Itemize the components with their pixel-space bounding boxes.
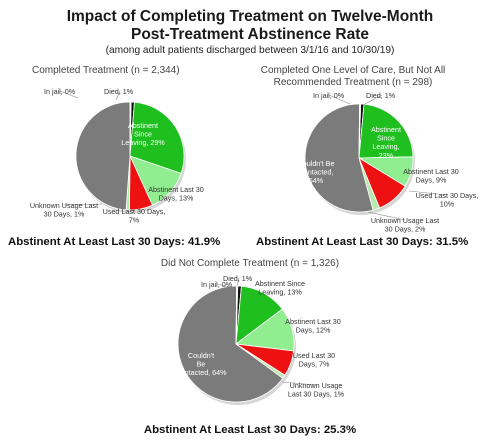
- summary-not-completed: Abstinent At Least Last 30 Days: 25.3%: [143, 424, 357, 436]
- leader-line-died: [115, 90, 121, 101]
- pie-chart-one-level: Died, 1% Abstinent Since Leaving, 23%Abstine…: [298, 91, 479, 234]
- data-label-used-last-30: Used Last 30 Days, 7%: [293, 351, 335, 369]
- pie-slice-in-jail: [129, 101, 132, 157]
- data-label-abstinent-since-leaving: Abstinent Since Leaving, 13%: [255, 279, 305, 297]
- data-label-in-jail: In jail, 0%: [44, 87, 76, 96]
- data-label-unknown-usage: Unknown Usage Last 30 Days, 2%: [371, 216, 439, 234]
- pie-slice-abstinent-since-leaving: [129, 101, 185, 174]
- data-label-could-not-be-contacted: Couldn't Be Contacted, 64%: [175, 351, 227, 377]
- leader-line-died: [236, 277, 240, 287]
- data-label-used-last-30: Used Last 30 Days, 7%: [103, 207, 166, 225]
- pie-title-one-level: Completed One Level of Care, But Not All…: [260, 65, 446, 88]
- data-label-used-last-30: Used Last 30 Days, 10%: [416, 191, 479, 209]
- data-label-abstinent-last-30: Abstinent Last 30 Days, 9%: [403, 167, 459, 185]
- data-label-abstinent-last-30: Abstinent Last 30 Days, 13%: [148, 185, 204, 203]
- leader-line-used-last-30: [408, 190, 448, 196]
- data-label-abstinent-since-leaving: Abstinent Since Leaving, 23%: [371, 125, 401, 160]
- pie-slice-in-jail: [358, 103, 362, 159]
- data-label-abstinent-last-30: Abstinent Last 30 Days, 12%: [285, 317, 341, 335]
- pie-slice-could-not-be-contacted: [75, 101, 131, 211]
- chart-subtitle: (among adult patients discharged between…: [105, 45, 395, 56]
- data-label-in-jail: In jail, 0%: [313, 91, 345, 100]
- leader-line-unknown-usage: [367, 211, 406, 221]
- summary-completed: Abstinent At Least Last 30 Days: 41.9%: [8, 236, 221, 248]
- pie-chart-completed: Died, 1% Abstinent Since Leaving, 29% Abstin…: [20, 87, 204, 225]
- pie-title-completed: Completed Treatment (n = 2,344): [32, 65, 180, 76]
- data-label-could-not-be-contacted: Couldn't Be Contacted, 49%: [20, 147, 57, 173]
- data-label-could-not-be-contacted: Couldn't Be Contacted, 54%: [298, 159, 335, 185]
- leader-line-in-jail: [216, 283, 235, 289]
- data-label-died: Died, 1%: [366, 91, 396, 100]
- pie-slice-could-not-be-contacted: [304, 103, 374, 213]
- leader-line-unknown-usage: [63, 203, 103, 206]
- data-label-abstinent-since-leaving: Abstinent Since Leaving, 29%: [121, 121, 165, 147]
- pie-title-not-completed: Did Not Complete Treatment (n = 1,326): [160, 258, 340, 269]
- leader-line-in-jail: [328, 94, 351, 105]
- leader-line-died: [362, 94, 383, 106]
- data-label-unknown-usage: Unknown Usage Last 30 Days, 1%: [288, 381, 345, 399]
- pie-slice-abstinent-since-leaving: [358, 103, 414, 159]
- pie-slice-could-not-be-contacted: [177, 285, 284, 403]
- data-label-in-jail: In jail, 0%: [201, 280, 233, 289]
- summary-one-level: Abstinent At Least Last 30 Days: 31.5%: [256, 236, 469, 248]
- data-label-died: Died, 1%: [223, 274, 253, 283]
- pie-chart-not-completed: Died, 1%Abstinent Since Leaving, 13% Absti…: [175, 274, 345, 405]
- chart-title-line-2: Post-Treatment Abstinence Rate: [130, 26, 369, 43]
- leader-line-in-jail: [59, 90, 79, 99]
- data-label-died: Died, 1%: [104, 87, 134, 96]
- leader-line-used-last-30: [129, 208, 135, 212]
- data-label-unknown-usage: Unknown Usage Last 30 Days, 1%: [30, 201, 98, 219]
- chart-title-line-1: Impact of Completing Treatment on Twelve…: [66, 8, 434, 25]
- leader-line-unknown-usage: [281, 381, 317, 386]
